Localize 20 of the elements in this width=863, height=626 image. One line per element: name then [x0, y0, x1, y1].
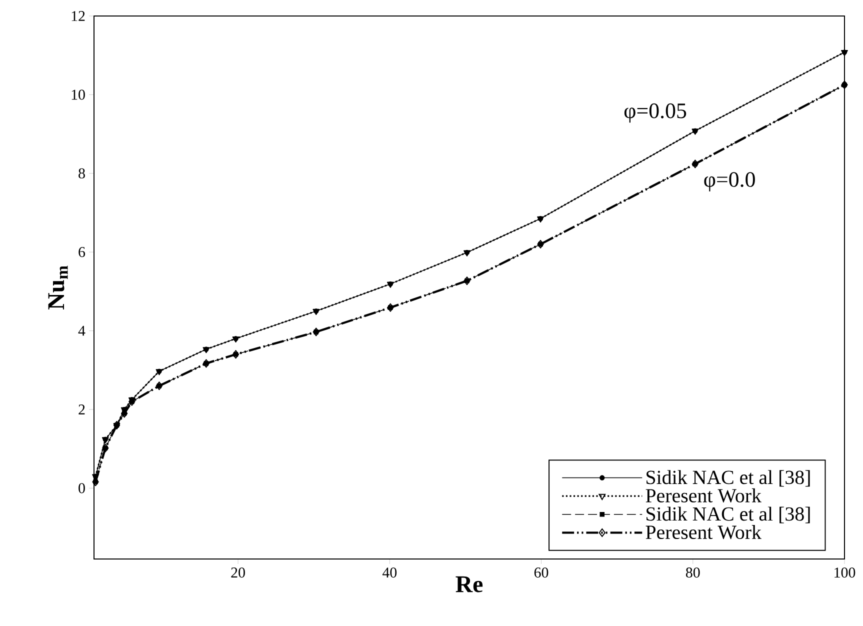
legend-label: Sidik NAC et al [38] — [646, 470, 810, 487]
y-tick-label: 12 — [72, 11, 85, 21]
annotation: φ=0.0 — [704, 172, 755, 192]
legend-label: Peresent Work — [646, 525, 762, 540]
y-axis-title: Nu$_{m}$ — [48, 266, 68, 310]
annotation: φ=0.05 — [624, 103, 686, 123]
x-tick-label: 80 — [686, 568, 700, 578]
y-tick-label: 4 — [78, 326, 86, 336]
y-tick-label: 10 — [72, 90, 85, 100]
x-tick-label: 100 — [834, 568, 856, 578]
x-tick-label: 20 — [231, 568, 245, 578]
y-tick-label: 2 — [78, 404, 85, 414]
legend-label: Sidik NAC et al [38] — [646, 506, 810, 524]
y-tick-label: 6 — [78, 247, 86, 258]
y-tick-label: 0 — [78, 483, 85, 494]
x-tick-label: 40 — [382, 568, 397, 578]
x-axis-title: Re — [456, 576, 483, 592]
legend-label: Peresent Work — [646, 488, 762, 503]
y-tick-label: 8 — [78, 168, 85, 178]
x-tick-label: 60 — [534, 568, 548, 578]
